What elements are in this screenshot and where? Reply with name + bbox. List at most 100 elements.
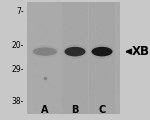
- Point: [100, 63, 103, 65]
- Point: [55, 92, 57, 94]
- Point: [98, 44, 101, 46]
- Point: [113, 57, 115, 59]
- Point: [36, 33, 38, 35]
- Point: [43, 16, 45, 18]
- Point: [98, 115, 100, 117]
- Ellipse shape: [63, 44, 87, 59]
- Bar: [32, 2, 58, 114]
- Point: [42, 13, 44, 15]
- Point: [36, 22, 39, 24]
- Point: [88, 79, 90, 81]
- Point: [101, 68, 103, 70]
- Point: [102, 115, 105, 117]
- Point: [65, 112, 68, 114]
- Point: [64, 81, 67, 83]
- Point: [37, 43, 40, 45]
- Point: [40, 94, 42, 96]
- Point: [91, 63, 94, 65]
- Point: [102, 87, 105, 89]
- Point: [116, 97, 118, 99]
- Point: [99, 80, 101, 82]
- Point: [50, 72, 53, 74]
- Point: [99, 66, 101, 67]
- Point: [87, 37, 89, 39]
- Ellipse shape: [64, 47, 86, 56]
- Point: [101, 9, 103, 10]
- Point: [81, 63, 84, 65]
- Point: [117, 37, 120, 39]
- Point: [28, 99, 30, 101]
- Point: [79, 27, 81, 29]
- Point: [62, 89, 65, 90]
- Point: [112, 55, 114, 57]
- Point: [48, 109, 50, 111]
- Point: [101, 23, 103, 25]
- Point: [87, 109, 90, 111]
- Point: [88, 23, 91, 25]
- Point: [103, 6, 105, 8]
- Point: [40, 80, 43, 81]
- Point: [70, 57, 73, 59]
- Point: [44, 116, 47, 118]
- Point: [31, 72, 34, 73]
- Point: [66, 88, 69, 90]
- Point: [87, 111, 89, 113]
- Point: [36, 81, 38, 83]
- Point: [78, 32, 81, 34]
- Point: [80, 7, 82, 9]
- Point: [37, 54, 39, 55]
- Point: [33, 51, 36, 53]
- Point: [68, 54, 70, 56]
- Point: [38, 82, 40, 84]
- Point: [73, 99, 75, 101]
- Point: [45, 41, 48, 42]
- Point: [34, 71, 36, 73]
- Point: [60, 67, 62, 69]
- Point: [63, 25, 65, 27]
- Point: [91, 100, 94, 102]
- Point: [30, 17, 32, 18]
- Ellipse shape: [90, 44, 114, 59]
- Text: 29-: 29-: [12, 65, 24, 74]
- Point: [41, 56, 44, 58]
- Point: [84, 87, 86, 89]
- Point: [37, 27, 39, 28]
- Point: [113, 16, 115, 18]
- Point: [64, 42, 66, 44]
- Point: [69, 21, 72, 23]
- Point: [89, 81, 92, 83]
- Point: [93, 18, 96, 20]
- Point: [104, 80, 106, 82]
- Point: [77, 31, 80, 33]
- Point: [52, 98, 55, 100]
- Point: [72, 104, 75, 106]
- Point: [72, 117, 74, 118]
- Point: [64, 103, 67, 105]
- Point: [86, 72, 89, 74]
- Point: [52, 109, 54, 111]
- Point: [28, 78, 30, 80]
- Text: 38-: 38-: [12, 97, 24, 107]
- Point: [103, 19, 105, 21]
- Point: [95, 101, 98, 102]
- Point: [74, 24, 76, 26]
- Point: [104, 41, 106, 43]
- Point: [56, 9, 58, 11]
- Point: [45, 77, 47, 79]
- Point: [61, 13, 63, 15]
- Point: [85, 86, 88, 88]
- Point: [30, 51, 32, 53]
- Point: [37, 78, 39, 80]
- Point: [103, 94, 106, 96]
- Point: [106, 90, 108, 92]
- Point: [67, 31, 70, 33]
- Point: [63, 36, 65, 37]
- Point: [102, 7, 104, 9]
- Point: [47, 63, 50, 65]
- Point: [61, 20, 63, 22]
- Point: [92, 68, 95, 70]
- Point: [57, 49, 60, 51]
- Point: [56, 74, 59, 76]
- Point: [99, 46, 101, 48]
- Point: [95, 57, 98, 59]
